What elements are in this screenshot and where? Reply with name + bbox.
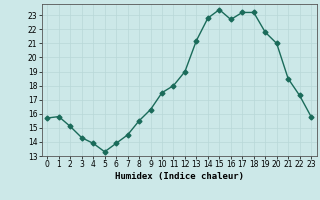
X-axis label: Humidex (Indice chaleur): Humidex (Indice chaleur) [115,172,244,181]
